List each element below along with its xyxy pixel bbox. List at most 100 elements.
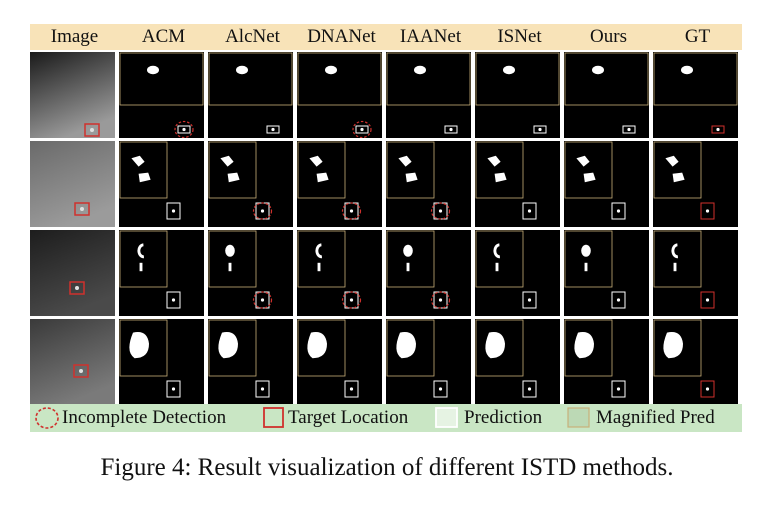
predicted-target-blob [218,332,238,359]
result-cell-isnet [475,230,560,316]
column-label-gt: GT [684,26,711,47]
result-cell-alcnet [208,141,293,227]
result-cell-acm [119,319,204,405]
prediction-spot [616,387,621,391]
prediction-spot [171,298,176,302]
input-image-cell [30,52,115,138]
incomplete-detection-circle [252,202,273,220]
predicted-target-blob [663,332,683,359]
predicted-target-blob [581,244,591,272]
magnified-pred-icon [566,404,592,432]
result-cell-acm [119,141,204,227]
prediction-spot [349,387,354,391]
result-cell-dnanet [297,52,382,138]
magnified-pred-box [119,319,168,377]
predicted-target-blob [225,244,235,272]
prediction-spot [616,298,621,302]
result-cell-iaanet [386,52,471,138]
predicted-target-blob [220,155,240,183]
incomplete-detection-circle [352,120,372,138]
magnified-pred-box [386,52,471,106]
result-cell-acm [119,230,204,316]
prediction-spot [438,298,443,302]
predicted-target-blob [493,243,501,272]
predicted-target-blob [398,155,418,183]
result-cell-iaanet [386,319,471,405]
result-figure: Image ACM AlcNet DNANet IAANet ISNet Ours GT In… [30,24,742,432]
magnified-pred-box [564,319,613,377]
prediction-box [611,291,626,309]
prediction-spot [260,298,265,302]
predicted-target-blob [147,65,159,75]
prediction-spot [171,387,176,391]
predicted-target-blob [315,243,323,272]
target-spot [80,207,84,211]
magnified-pred-box [564,52,649,106]
predicted-target-blob [325,65,337,75]
prediction-spot [705,387,710,391]
predicted-target-blob [592,65,604,75]
incomplete-detection-circle [174,120,194,138]
prediction-spot [449,127,453,132]
predicted-target-blob [131,155,151,183]
incomplete-detection-icon [32,404,62,432]
predicted-target-blob [681,65,693,75]
magnified-pred-box [653,141,702,199]
magnified-pred-box [475,141,524,199]
prediction-icon [434,404,460,432]
target-location-icon [262,404,286,432]
prediction-box [433,380,448,398]
result-cell-iaanet [386,141,471,227]
column-label-acm: ACM [141,26,186,47]
incomplete-detection-circle [341,202,362,220]
predicted-target-blob [396,332,416,359]
infrared-input-image [30,52,115,138]
predicted-target-blob [414,65,426,75]
result-cell-dnanet [297,319,382,405]
result-cell-isnet [475,141,560,227]
prediction-box [522,291,537,309]
prediction-spot [705,298,710,302]
input-image-cell [30,230,115,316]
input-image-cell [30,141,115,227]
magnified-pred-box [564,230,613,288]
magnified-pred-box [208,52,293,106]
prediction-spot [349,298,354,302]
target-spot [79,369,83,373]
magnified-pred-box [119,52,204,106]
result-cell-acm [119,52,204,138]
prediction-spot [538,127,542,132]
prediction-box [700,202,715,220]
magnified-pred-box [653,230,702,288]
prediction-spot [705,209,710,213]
magnified-pred-box [119,230,168,288]
column-label-ours: Ours [590,26,627,47]
prediction-box [266,125,280,134]
prediction-spot [271,127,275,132]
magnified-pred-box [475,52,560,106]
prediction-box [355,125,369,134]
magnified-pred-box [653,52,738,106]
prediction-spot [627,127,631,132]
predicted-target-blob [307,332,327,359]
legend-prediction-label: Prediction [464,407,543,428]
result-cell-gt [653,52,738,138]
magnified-pred-box [386,141,435,199]
prediction-box [622,125,636,134]
predicted-target-blob [576,155,596,183]
infrared-input-image [30,319,115,405]
legend-bar: Incomplete Detection Target Location Pre… [30,404,742,432]
magnified-pred-box [297,319,346,377]
result-cell-gt [653,230,738,316]
magnified-pred-box [386,319,435,377]
prediction-box [533,125,547,134]
target-location-box [69,281,85,295]
magnified-pred-box [653,319,702,377]
prediction-box [700,380,715,398]
legend-magnified-label: Magnified Pred [596,407,715,428]
prediction-box [444,125,458,134]
result-cell-dnanet [297,230,382,316]
magnified-pred-box [297,52,382,106]
magnified-pred-box [208,319,257,377]
magnified-pred-box [564,141,613,199]
